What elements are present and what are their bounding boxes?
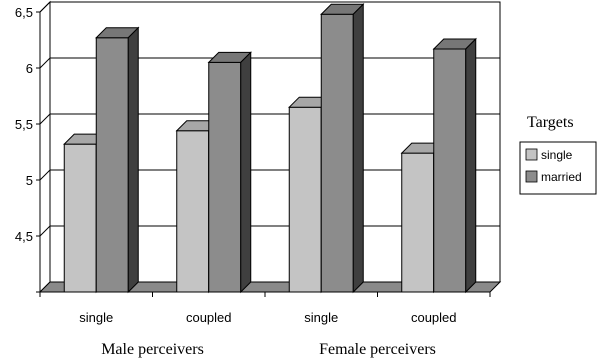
bar-married-3: [433, 48, 467, 293]
gridline-side: [39, 113, 51, 125]
plot-side-wall: [39, 0, 51, 294]
bars-layer: [63, 3, 477, 294]
legend: Targets single married: [519, 114, 597, 195]
gridline-side: [39, 225, 51, 237]
bar-married-2: [320, 13, 354, 293]
bar-single-2: [288, 106, 322, 293]
bar-side-married-2: [352, 3, 364, 294]
y-tick-label: 4,5: [15, 229, 33, 244]
y-tick-label: 6,5: [15, 5, 33, 20]
group-label: Female perceivers: [319, 341, 436, 358]
gridline-side: [39, 57, 51, 69]
bar-side-married-1: [240, 51, 252, 294]
legend-swatch-single: [525, 148, 538, 161]
legend-entry-married: married: [541, 170, 582, 184]
bar-married-1: [208, 61, 242, 293]
x-tick-label: single: [304, 310, 338, 325]
bar-married-0: [95, 37, 129, 293]
y-tick-label: 6: [26, 61, 33, 76]
y-tick-label: 5: [26, 173, 33, 188]
group-label: Male perceivers: [101, 341, 204, 358]
legend-title: Targets: [527, 114, 574, 131]
x-tick-label: coupled: [186, 310, 232, 325]
bar-side-married-0: [127, 26, 139, 294]
legend-entry-single: single: [541, 148, 573, 162]
bar-single-0: [63, 143, 97, 293]
legend-swatch-married: [525, 170, 538, 183]
gridline-side: [39, 169, 51, 181]
x-tick-label: single: [79, 310, 113, 325]
x-tick-label: coupled: [411, 310, 457, 325]
bar-single-3: [401, 152, 435, 293]
bar-side-married-3: [465, 37, 477, 294]
labels-layer: 4,5 5 5,5 6 6,5 single coupled single coupled Mal…: [15, 5, 457, 358]
y-tick-label: 5,5: [15, 117, 33, 132]
bar-single-1: [176, 130, 210, 293]
gridline-side: [39, 1, 51, 13]
